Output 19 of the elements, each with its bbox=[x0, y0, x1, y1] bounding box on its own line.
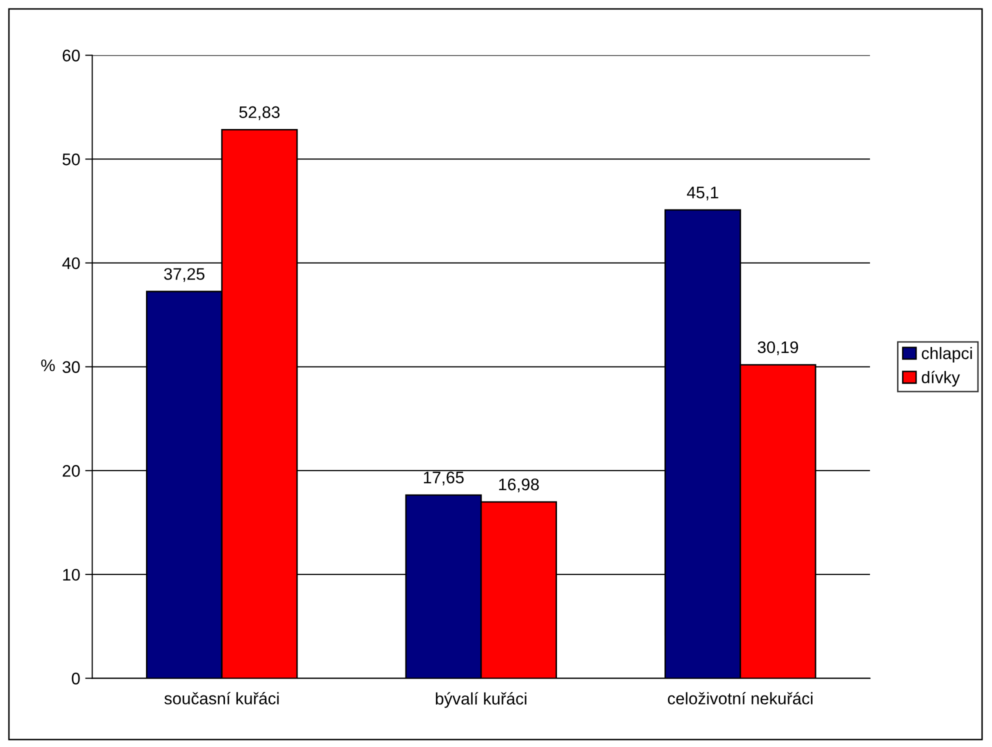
x-tick-label: bývalí kuřáci bbox=[436, 692, 526, 708]
data-label: 45,1 bbox=[686, 186, 718, 200]
y-tick-label: 40 bbox=[62, 257, 80, 270]
data-label: 17,65 bbox=[424, 472, 464, 486]
data-label: 37,25 bbox=[164, 268, 204, 282]
x-tick-label: celoživotní nekuřáci bbox=[668, 692, 812, 704]
y-tick-label: 30 bbox=[62, 361, 80, 373]
data-label: 16,98 bbox=[499, 478, 539, 492]
y-axis-title: % bbox=[41, 360, 55, 372]
y-tick-label: 50 bbox=[62, 154, 80, 166]
y-tick-label: 10 bbox=[63, 568, 80, 581]
legend-label: dívky bbox=[922, 370, 960, 387]
y-tick-label: 0 bbox=[72, 672, 80, 684]
x-tick-label: současní kuřáci bbox=[164, 692, 279, 704]
data-label: 52,83 bbox=[239, 106, 280, 120]
y-tick-label: 20 bbox=[62, 465, 80, 477]
data-label: 30,19 bbox=[758, 341, 798, 356]
y-tick-label: 60 bbox=[62, 50, 80, 62]
legend-label: chlapci bbox=[922, 346, 972, 363]
